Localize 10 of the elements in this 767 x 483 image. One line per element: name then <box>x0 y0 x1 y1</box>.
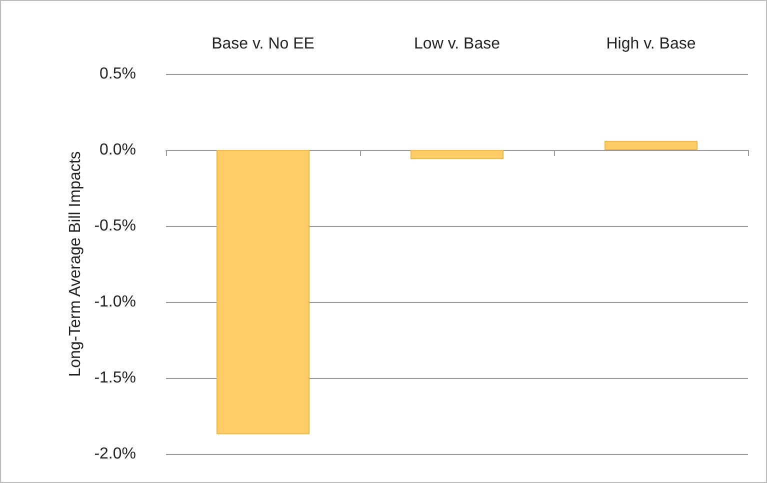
x-tick-label: High v. Base <box>606 36 696 52</box>
y-tick-label: -1.0% <box>94 294 136 310</box>
y-tick-label: -1.5% <box>94 370 136 386</box>
y-tick-label: 0.0% <box>100 142 136 158</box>
x-tick-label: Base v. No EE <box>212 36 314 52</box>
y-tick-label: -0.5% <box>94 218 136 234</box>
y-axis-title: Long-Term Average Bill Impacts <box>66 151 84 377</box>
y-tick-label: 0.5% <box>100 66 136 82</box>
x-tick-label: Low v. Base <box>414 36 500 52</box>
y-tick-label: -2.0% <box>94 446 136 462</box>
